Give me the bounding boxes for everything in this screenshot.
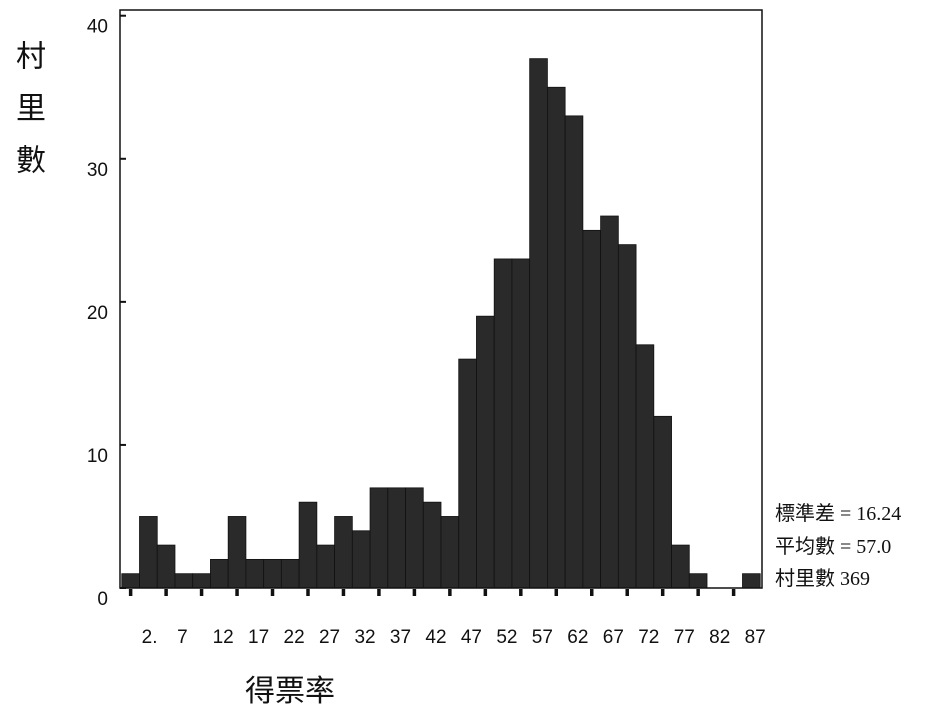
histogram-bar [387,487,406,589]
histogram-bar [493,258,513,589]
x-tick-label: 22 [284,627,305,648]
histogram-bar [245,558,265,589]
histogram-bar [511,258,531,589]
histogram-bar [121,573,140,589]
histogram-bar [139,516,158,589]
histogram-bar [156,544,176,589]
histogram-bar [227,516,247,589]
x-tick-label: 17 [248,627,269,648]
y-axis-label: 村里數 [10,40,45,196]
x-tick-label: 32 [354,627,375,648]
histogram-bar [458,358,477,589]
histogram-bar [174,573,194,589]
histogram-bar [316,544,335,589]
x-tick-label: 7 [177,627,188,648]
x-tick-label: 37 [390,627,411,648]
x-tick-label: 77 [674,627,695,648]
x-tick-label: 57 [532,627,553,648]
histogram-bar [635,344,655,589]
histogram-bar [405,487,424,589]
x-tick-label: 72 [638,627,659,648]
histogram-bars [121,58,761,589]
x-axis: 2. 7 12 17 22 27 32 37 42 47 52 57 62 67 72 77 82 87 [128,589,766,648]
x-tick-label: 27 [319,627,340,648]
stat-std-dev: 標準差 = 16.24 [775,502,901,525]
histogram-bar [369,487,389,589]
histogram-bar [298,501,318,589]
histogram-bar [476,315,495,589]
histogram-bar [192,573,211,589]
histogram-bar [564,115,584,589]
x-tick-label: 52 [496,627,517,648]
x-tick-label: 87 [745,627,766,648]
y-tick-label: 0 [97,589,108,610]
histogram-bar [529,58,548,589]
stat-count: 村里數 369 [775,567,870,590]
x-tick-label: 12 [213,627,234,648]
histogram-bar [334,516,353,589]
x-tick-label: 2. [142,627,158,648]
histogram-bar [440,516,460,589]
histogram-bar [547,86,566,589]
histogram-bar [688,573,708,589]
x-axis-label: 得票率 [245,674,335,709]
histogram-bar [671,544,690,589]
x-tick-label: 62 [567,627,588,648]
histogram-bar [351,530,371,589]
x-tick-label: 82 [709,627,730,648]
stat-mean: 平均數 = 57.0 [775,535,891,558]
x-tick-label: 42 [425,627,446,648]
histogram-bar [210,558,229,589]
stats-box: 標準差 = 16.24 平均數 = 57.0 村里數 369 [775,502,901,590]
x-tick-label: 47 [461,627,482,648]
histogram-bar [280,558,300,589]
histogram-bar [582,229,602,589]
histogram-bar [742,573,761,589]
plot-frame [119,9,763,589]
histogram-bar [653,415,672,589]
y-tick-label: 40 [87,17,108,38]
x-tick-label: 67 [603,627,624,648]
histogram-bar [617,244,637,589]
y-tick-label: 30 [87,160,108,181]
y-tick-label: 20 [87,303,108,324]
y-tick-label: 10 [87,446,108,467]
histogram-bar [263,558,282,589]
histogram-bar [600,215,619,589]
histogram-bar [422,501,442,589]
y-axis: 0 10 20 30 40 [87,14,126,610]
